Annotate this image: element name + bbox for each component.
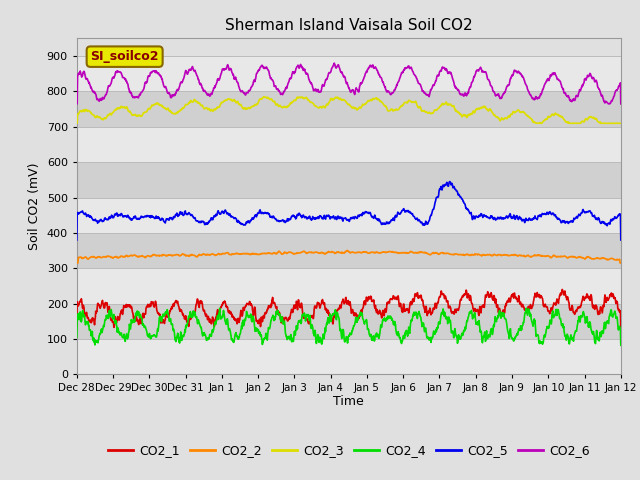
Title: Sherman Island Vaisala Soil CO2: Sherman Island Vaisala Soil CO2 [225,18,472,33]
Y-axis label: Soil CO2 (mV): Soil CO2 (mV) [28,163,41,250]
Bar [77,339,621,374]
Bar [77,233,621,268]
X-axis label: Time: Time [333,395,364,408]
Bar [77,127,621,162]
Bar [77,304,621,339]
Bar [77,198,621,233]
Text: SI_soilco2: SI_soilco2 [90,50,159,63]
Bar [77,162,621,198]
Bar [77,92,621,127]
Bar [77,268,621,304]
Bar [77,56,621,92]
Legend: CO2_1, CO2_2, CO2_3, CO2_4, CO2_5, CO2_6: CO2_1, CO2_2, CO2_3, CO2_4, CO2_5, CO2_6 [103,439,595,462]
